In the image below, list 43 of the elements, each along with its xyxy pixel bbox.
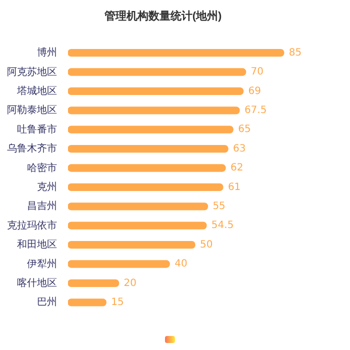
data-label: 50 <box>200 239 213 250</box>
chart-title: 管理机构数量统计(地州) <box>103 10 222 23</box>
data-label: 15 <box>111 296 124 308</box>
y-tick-label: 喀什地区 <box>17 276 57 289</box>
bar <box>68 298 106 306</box>
y-tick-label: 吐鲁番市 <box>17 123 57 136</box>
data-label: 40 <box>174 258 188 270</box>
y-tick-label: 和田地区 <box>17 238 57 251</box>
data-label: 54.5 <box>211 220 234 232</box>
y-tick-label: 塔城地区 <box>16 84 57 97</box>
bar <box>68 202 208 210</box>
bar <box>68 279 120 288</box>
y-tick-label: 伊犁州 <box>27 258 57 270</box>
bar <box>68 144 228 153</box>
y-tick-label: 克拉玛依市 <box>7 219 57 232</box>
bar <box>68 87 244 96</box>
bar <box>68 164 226 172</box>
data-label: 20 <box>124 278 137 289</box>
bar <box>68 106 240 114</box>
bar <box>68 68 246 76</box>
bar <box>68 126 234 134</box>
data-label: 69 <box>248 86 261 97</box>
data-label: 67.5 <box>244 104 267 116</box>
bar <box>68 222 207 230</box>
y-tick-label: 博州 <box>37 46 57 59</box>
data-label: 55 <box>212 200 226 212</box>
y-tick-label: 阿勒泰地区 <box>7 104 57 116</box>
data-label: 65 <box>238 124 251 136</box>
data-label: 62 <box>230 162 244 174</box>
data-label: 63 <box>233 143 246 154</box>
data-label: 85 <box>288 47 302 58</box>
y-tick-label: 克州 <box>37 180 57 193</box>
bar <box>68 48 284 57</box>
y-tick-label: 乌鲁木齐市 <box>7 142 57 155</box>
bar <box>68 183 224 192</box>
y-tick-label: 巴州 <box>37 296 57 308</box>
data-label: 61 <box>228 182 241 193</box>
bar <box>68 240 196 249</box>
y-tick-label: 哈密市 <box>27 162 57 174</box>
y-tick-label: 昌吉州 <box>27 200 57 212</box>
bar <box>68 260 170 268</box>
y-tick-label: 阿克苏地区 <box>7 66 57 78</box>
data-label: 70 <box>250 66 264 78</box>
